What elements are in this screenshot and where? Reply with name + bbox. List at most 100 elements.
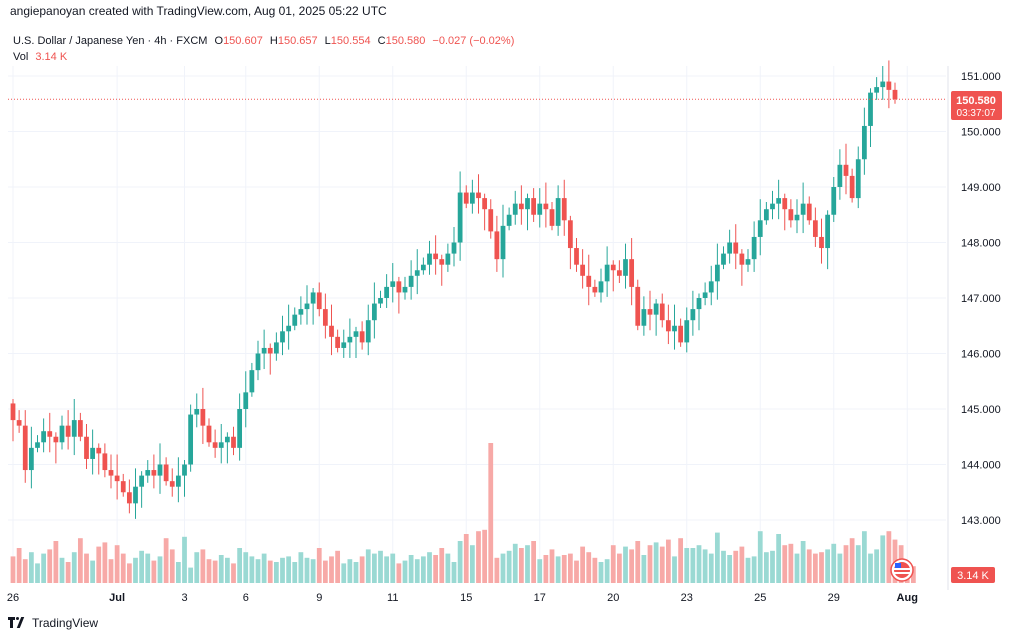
candle-body (647, 309, 653, 315)
volume-bar (868, 553, 873, 583)
candle (151, 454, 157, 489)
volume-bar (512, 543, 518, 583)
candle (776, 179, 782, 220)
volume-bar (561, 555, 567, 583)
time-tick-label: 15 (460, 592, 472, 604)
candle-body (665, 320, 671, 332)
volume-bar (843, 545, 849, 583)
candle-body (800, 203, 806, 215)
candle-body (353, 331, 359, 337)
volume-bar (41, 553, 47, 583)
volume-bar (414, 559, 420, 583)
candle-body (476, 192, 481, 199)
candle (525, 193, 530, 231)
volume-bar (708, 553, 714, 583)
candle (145, 460, 151, 483)
footer-brand[interactable]: TradingView (8, 616, 98, 630)
time-tick-label: 11 (387, 592, 398, 604)
candle (427, 240, 432, 275)
volume-legend[interactable]: Vol 3.14 K (13, 51, 68, 63)
price-tick-label: 146.000 (961, 349, 1001, 361)
candle-body (500, 225, 506, 260)
volume-bar (733, 550, 739, 583)
volume-bar (71, 552, 77, 583)
volume-bar (120, 553, 126, 583)
candle-body (298, 309, 304, 315)
candle (182, 460, 187, 497)
volume-bar (194, 552, 200, 583)
volume-bar (880, 535, 886, 583)
price-tick-label: 151.000 (961, 71, 1001, 83)
candle (457, 171, 463, 261)
volume-bar (647, 545, 653, 583)
low-label: L (325, 35, 331, 47)
us-flag-icon[interactable] (890, 558, 914, 582)
candle-body (702, 292, 708, 298)
candle (359, 321, 365, 350)
time-tick-label: 25 (754, 592, 766, 604)
chart-credit: angiepanoyan created with TradingView.co… (10, 4, 387, 18)
symbol-legend[interactable]: U.S. Dollar / Japanese Yen · 4h · FXCM O… (13, 35, 514, 47)
volume-bar (390, 553, 396, 583)
volume-bar (10, 556, 16, 583)
candle-body (384, 286, 390, 298)
candle-body (169, 481, 175, 487)
candle (463, 185, 469, 209)
candle (139, 471, 145, 508)
volume-bar (463, 534, 469, 583)
candle (133, 468, 138, 519)
candle-body (77, 420, 83, 437)
candle-body (721, 253, 726, 265)
volume-bars (10, 443, 916, 583)
volume-bar (861, 531, 867, 583)
volume-bar (28, 552, 34, 583)
candle (763, 201, 769, 225)
candle (629, 238, 635, 306)
high-label: H (270, 35, 278, 47)
volume-bar (678, 538, 684, 583)
candle-body (696, 298, 702, 310)
volume-bar (586, 552, 592, 583)
time-tick-label: 9 (316, 592, 322, 604)
price-tick-label: 148.000 (961, 238, 1001, 250)
candle (96, 443, 102, 475)
candle-body (733, 242, 739, 254)
candle (206, 418, 212, 447)
volume-bar (819, 552, 824, 583)
candle (880, 66, 886, 100)
price-tick-label: 143.000 (961, 515, 1001, 527)
volume-bar (837, 553, 843, 583)
candle-body (90, 447, 96, 459)
candle (218, 423, 224, 464)
candle (678, 318, 684, 347)
candle (825, 210, 831, 270)
volume-bar (580, 546, 586, 583)
candle (733, 224, 739, 270)
volume-bar (322, 560, 328, 583)
volume-bar (47, 549, 53, 583)
volume-bar (102, 542, 108, 583)
candle-body (347, 336, 353, 343)
candle (304, 285, 310, 325)
low-value: 150.554 (331, 35, 371, 47)
volume-bar (371, 553, 377, 583)
candle-body (770, 203, 775, 210)
candle (598, 268, 604, 303)
volume-bar (910, 566, 916, 583)
candle-body (543, 203, 549, 210)
volume-bar (304, 557, 310, 583)
candle (280, 315, 285, 356)
candle (727, 229, 733, 264)
candle-body (861, 125, 867, 160)
candle (396, 276, 402, 314)
candle (831, 177, 837, 222)
candle (114, 454, 120, 500)
volume-bar (770, 550, 775, 583)
candle (310, 288, 316, 325)
candle (531, 188, 537, 222)
candle (47, 412, 53, 453)
candle-body (335, 336, 341, 348)
tradingview-logo-icon (8, 617, 26, 629)
candle (494, 215, 500, 272)
